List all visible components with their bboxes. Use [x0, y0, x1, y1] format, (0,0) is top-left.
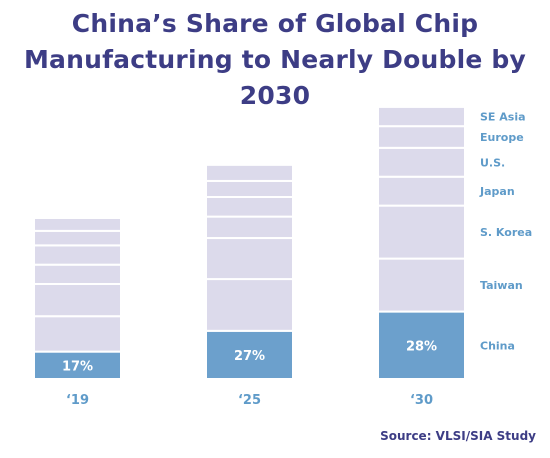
bar-segment-se-asia-2 [377, 105, 466, 128]
chart-title: China’s Share of Global Chip Manufacturi… [0, 6, 550, 114]
series-label-china: China [480, 339, 515, 352]
bar-segment-se-asia-0 [33, 217, 122, 232]
bar-segment-japan-0 [33, 263, 122, 286]
bar-segment-u-s--2 [377, 146, 466, 178]
bar-segment-europe-1 [205, 179, 294, 198]
bar-segment-se-asia-1 [205, 163, 294, 182]
series-label-u-s-: U.S. [480, 156, 505, 169]
series-label-japan: Japan [479, 185, 515, 198]
series-label-taiwan: Taiwan [480, 279, 523, 292]
bar-segment-taiwan-2 [377, 257, 466, 313]
bar-segment-s-korea-1 [205, 237, 294, 281]
category-label-0: ‘19 [66, 393, 89, 408]
category-label-2: ‘30 [410, 393, 433, 408]
bar-segment-japan-1 [205, 215, 294, 240]
data-label-china-2: 28% [406, 339, 437, 354]
bar-segment-japan-2 [377, 175, 466, 207]
bar-segment-s-korea-2 [377, 204, 466, 260]
chart-title-line-2: Manufacturing to Nearly Double by 2030 [23, 45, 527, 110]
bar-segment-china-1 [205, 329, 294, 381]
series-label-europe: Europe [480, 131, 524, 144]
bar-segment-s-korea-0 [33, 283, 122, 318]
category-label-1: ‘25 [238, 393, 261, 408]
bar-segment-taiwan-1 [205, 278, 294, 332]
bar-segment-europe-2 [377, 125, 466, 149]
bar-segment-europe-0 [33, 229, 122, 247]
source-note: Source: VLSI/SIA Study [380, 429, 536, 443]
data-label-china-0: 17% [62, 359, 93, 374]
bar-segment-taiwan-0 [33, 315, 122, 353]
series-label-s-korea: S. Korea [480, 226, 532, 239]
data-label-china-1: 27% [234, 349, 265, 364]
chart-title-line-1: China’s Share of Global Chip [71, 9, 479, 38]
series-label-se-asia: SE Asia [480, 111, 526, 124]
bar-segment-u-s--1 [205, 195, 294, 218]
bar-segment-u-s--0 [33, 244, 122, 266]
